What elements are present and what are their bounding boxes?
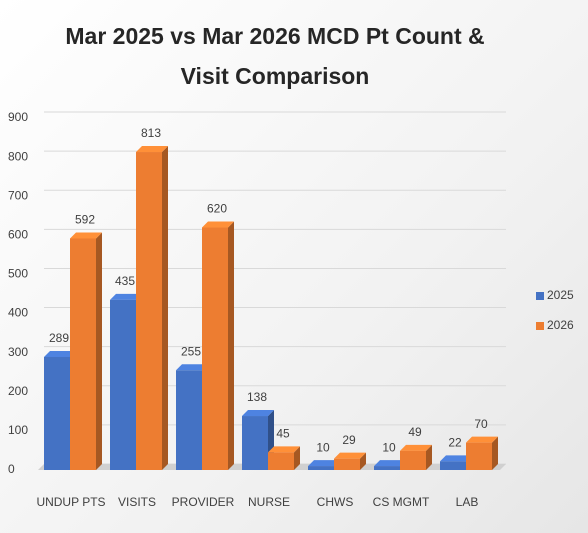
- legend-swatch: [536, 322, 544, 330]
- value-label: 289: [49, 331, 69, 345]
- x-tick-label: VISITS: [118, 495, 156, 509]
- value-label: 592: [75, 213, 95, 227]
- bar-face: [334, 452, 366, 459]
- y-tick-label: 800: [8, 149, 28, 163]
- value-label: 620: [207, 202, 227, 216]
- bar-face: [96, 232, 102, 470]
- value-label: 70: [474, 417, 488, 431]
- bar-face: [374, 460, 406, 467]
- bar-face: [202, 221, 234, 228]
- bar-face: [242, 410, 274, 417]
- y-tick-label: 200: [8, 384, 28, 398]
- bar-face: [110, 299, 136, 470]
- x-tick-label: CHWS: [317, 495, 354, 509]
- bar-face: [360, 452, 366, 470]
- bar: [268, 446, 300, 470]
- bar-face: [202, 227, 228, 470]
- bar-face: [374, 466, 400, 470]
- bar-face: [176, 364, 208, 371]
- value-label: 255: [181, 344, 201, 358]
- bar-face: [268, 446, 300, 453]
- value-label: 45: [276, 427, 290, 441]
- y-tick-label: 600: [8, 228, 28, 242]
- y-tick-label: 100: [8, 423, 28, 437]
- y-tick-label: 700: [8, 188, 28, 202]
- bar-face: [466, 436, 498, 443]
- bar-face: [44, 356, 70, 470]
- value-label: 29: [342, 433, 356, 447]
- bar-face: [228, 221, 234, 470]
- bar-face: [162, 146, 168, 470]
- y-tick-label: 500: [8, 267, 28, 281]
- x-tick-label: NURSE: [248, 495, 290, 509]
- value-label: 10: [382, 440, 396, 454]
- bar-face: [70, 238, 96, 470]
- bar-face: [440, 461, 466, 470]
- x-tick-label: UNDUP PTS: [36, 495, 105, 509]
- bar-face: [308, 466, 334, 470]
- bar-face: [136, 146, 168, 153]
- bar: [136, 146, 168, 470]
- value-label: 138: [247, 390, 267, 404]
- y-tick-label: 0: [8, 462, 15, 476]
- bar-face: [400, 450, 426, 470]
- value-label: 49: [408, 425, 422, 439]
- bar: [242, 410, 274, 470]
- bar-face: [440, 455, 472, 462]
- bar-face: [308, 460, 340, 467]
- value-label: 10: [316, 440, 330, 454]
- value-label: 22: [448, 436, 462, 450]
- bar-face: [294, 446, 300, 470]
- bar: [334, 452, 366, 470]
- bar-face: [268, 452, 294, 470]
- bar-face: [242, 416, 268, 470]
- bar-face: [466, 442, 492, 470]
- bar: [466, 436, 498, 470]
- y-tick-label: 900: [8, 110, 28, 124]
- bar-face: [334, 458, 360, 470]
- bar-face: [400, 444, 432, 451]
- bar-face: [176, 370, 202, 470]
- y-tick-label: 300: [8, 345, 28, 359]
- legend-label: 2026: [547, 318, 574, 332]
- x-tick-label: PROVIDER: [172, 495, 235, 509]
- bar: [202, 221, 234, 470]
- bar: [70, 232, 102, 470]
- bar-face: [70, 232, 102, 239]
- legend-label: 2025: [547, 288, 574, 302]
- bar: [400, 444, 432, 470]
- bar-face: [492, 436, 498, 470]
- x-tick-label: LAB: [456, 495, 479, 509]
- bar-face: [110, 293, 142, 300]
- bar-face: [44, 350, 76, 357]
- x-tick-label: CS MGMT: [373, 495, 430, 509]
- value-label: 813: [141, 126, 161, 140]
- value-label: 435: [115, 274, 135, 288]
- chart-title: Mar 2025 vs Mar 2026 MCD Pt Count & Visi…: [65, 23, 485, 89]
- y-tick-label: 400: [8, 306, 28, 320]
- bar-face: [426, 444, 432, 470]
- bar-face: [136, 152, 162, 470]
- legend-swatch: [536, 292, 544, 300]
